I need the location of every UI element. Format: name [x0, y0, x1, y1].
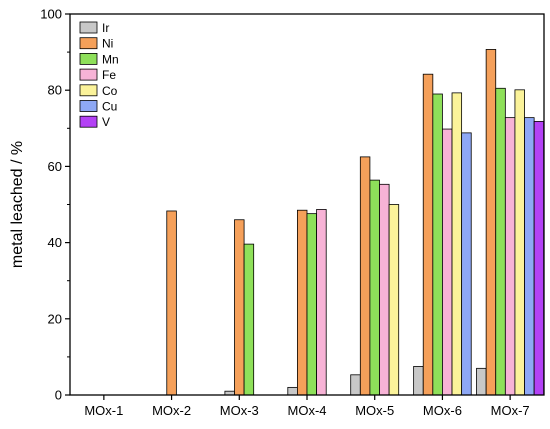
bar-fe-mox-6 [442, 128, 453, 396]
y-tick-label: 0 [55, 388, 62, 403]
x-tick-label: MOx-2 [152, 403, 191, 418]
y-tick-label: 20 [48, 311, 62, 326]
legend-swatch-co [79, 84, 98, 97]
legend-label-v: V [102, 115, 110, 129]
bar-mn-mox-3 [243, 243, 255, 396]
bar-ni-mox-7 [485, 49, 497, 396]
bar-mn-mox-6 [432, 93, 443, 396]
legend-swatch-fe [79, 68, 98, 81]
x-tick-label: MOx-3 [220, 403, 259, 418]
bar-ni-mox-2 [166, 210, 177, 396]
legend-label-cu: Cu [102, 100, 117, 114]
bar-ni-mox-6 [422, 73, 434, 396]
bar-fe-mox-4 [316, 209, 327, 396]
bar-ir-mox-4 [287, 386, 298, 396]
bar-co-mox-5 [388, 204, 400, 396]
bar-ni-mox-5 [359, 156, 371, 396]
bar-mn-mox-5 [369, 179, 380, 396]
y-tick-label: 60 [48, 159, 62, 174]
bar-cu-mox-7 [524, 117, 535, 396]
legend-swatch-mn [79, 53, 98, 65]
legend-swatch-ni [79, 37, 98, 50]
x-tick-label: MOx-4 [288, 403, 327, 418]
bar-co-mox-7 [514, 89, 525, 396]
bar-ni-mox-3 [234, 219, 245, 396]
bar-v-mox-7 [533, 121, 545, 396]
bar-ir-mox-5 [350, 374, 361, 396]
legend-swatch-v [79, 115, 98, 128]
y-tick-label: 40 [48, 235, 62, 250]
bar-co-mox-6 [451, 92, 463, 396]
x-tick-label: MOx-1 [84, 403, 123, 418]
x-tick-label: MOx-5 [355, 403, 394, 418]
bar-ni-mox-4 [296, 209, 308, 396]
legend-swatch-cu [79, 100, 98, 112]
y-axis-label: metal leached / % [9, 141, 26, 268]
bar-mn-mox-4 [306, 213, 318, 396]
bar-cu-mox-6 [461, 132, 472, 396]
bar-ir-mox-6 [413, 366, 424, 396]
bar-mn-mox-7 [495, 87, 506, 396]
legend-label-ni: Ni [102, 37, 113, 51]
x-tick-label: MOx-7 [491, 403, 530, 418]
y-tick-label: 100 [40, 7, 62, 22]
x-tick-label: MOx-6 [423, 403, 462, 418]
legend-label-mn: Mn [102, 52, 119, 66]
legend-label-co: Co [102, 84, 118, 98]
ticks-layer: 0 20 40 60 80 100 MOx-1 MOx-2 MOx-3 MOx-4 MOx-5 MOx… [40, 7, 529, 419]
legend-label-fe: Fe [102, 68, 116, 82]
legend-swatch-ir [79, 21, 98, 34]
bar-fe-mox-7 [504, 117, 516, 396]
bars-layer [166, 49, 545, 396]
y-tick-label: 80 [48, 83, 62, 98]
bar-ir-mox-7 [476, 367, 487, 396]
legend-label-ir: Ir [102, 21, 109, 35]
bar-fe-mox-5 [379, 183, 390, 396]
